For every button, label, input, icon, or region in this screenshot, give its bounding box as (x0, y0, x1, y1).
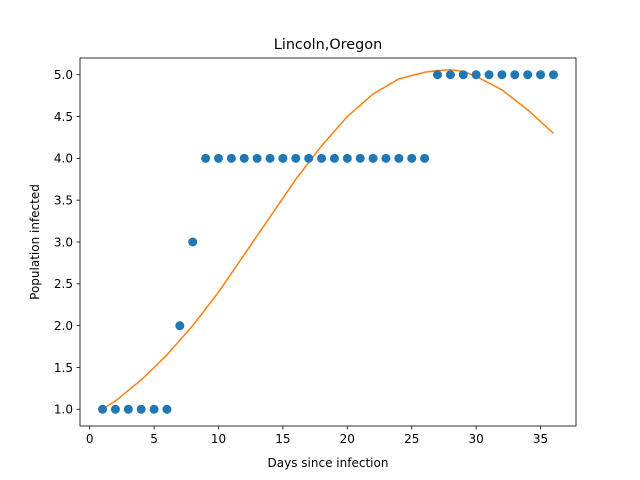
y-tick-label: 1.0 (54, 403, 73, 417)
data-point (368, 153, 378, 163)
data-point (123, 404, 133, 414)
data-point (110, 404, 120, 414)
data-point (98, 404, 108, 414)
data-point (317, 153, 327, 163)
data-point (420, 153, 430, 163)
y-tick-label: 1.5 (54, 361, 73, 375)
x-tick-label: 0 (86, 432, 94, 446)
data-point (136, 404, 146, 414)
data-point (291, 153, 301, 163)
plot-area (98, 68, 558, 414)
y-tick-label: 4.5 (54, 110, 73, 124)
x-axis-label: Days since infection (268, 456, 389, 470)
chart-title: Lincoln,Oregon (274, 37, 382, 53)
y-axis-label: Population infected (28, 184, 42, 300)
data-point (484, 70, 494, 80)
data-point (510, 70, 520, 80)
data-point (213, 153, 223, 163)
y-tick-label: 2.0 (54, 319, 73, 333)
x-tick-label: 20 (340, 432, 355, 446)
data-point (458, 70, 468, 80)
data-point (278, 153, 288, 163)
data-point (201, 153, 211, 163)
data-point (445, 70, 455, 80)
data-point (226, 153, 236, 163)
data-point (239, 153, 249, 163)
y-tick-label: 3.5 (54, 193, 73, 207)
x-tick-label: 10 (211, 432, 226, 446)
x-tick-label: 25 (404, 432, 419, 446)
y-tick-label: 3.0 (54, 235, 73, 249)
axes: 0 5 10 15 20 25 30 35 1.0 1.5 2.0 2.5 3.0 3.5 4.0 4.5 5.… (54, 57, 577, 446)
x-tick-label: 35 (533, 432, 548, 446)
data-point (342, 153, 352, 163)
data-point (162, 404, 172, 414)
data-point (497, 70, 507, 80)
data-point (355, 153, 365, 163)
x-tick-label: 15 (275, 432, 290, 446)
data-point (381, 153, 391, 163)
data-point (149, 404, 159, 414)
data-point (407, 153, 417, 163)
data-point (175, 321, 185, 331)
data-point (252, 153, 262, 163)
data-point (304, 153, 314, 163)
data-point (433, 70, 443, 80)
data-point (471, 70, 481, 80)
x-tick-label: 30 (469, 432, 484, 446)
data-point (329, 153, 339, 163)
data-point (188, 237, 198, 247)
y-tick-label: 2.5 (54, 277, 73, 291)
data-point (536, 70, 546, 80)
data-point (265, 153, 275, 163)
data-point (523, 70, 533, 80)
data-point (548, 70, 558, 80)
y-tick-label: 4.0 (54, 152, 73, 166)
y-tick-label: 5.0 (54, 68, 73, 82)
x-tick-label: 5 (150, 432, 158, 446)
data-point (394, 153, 404, 163)
